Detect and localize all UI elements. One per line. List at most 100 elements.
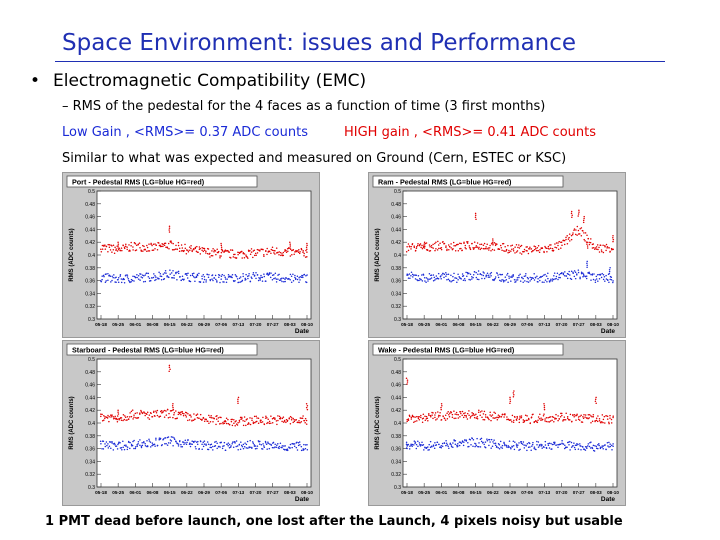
data-point — [519, 252, 521, 254]
data-point — [564, 419, 567, 421]
x-tick-label: 06-22 — [181, 322, 193, 327]
data-point — [563, 419, 566, 421]
data-point — [115, 249, 117, 252]
data-point — [592, 413, 595, 416]
data-point — [537, 249, 539, 252]
data-point — [429, 440, 432, 443]
data-point — [143, 411, 145, 414]
data-point — [133, 416, 135, 418]
data-point — [217, 420, 219, 423]
data-point — [420, 443, 422, 446]
data-point — [130, 280, 132, 283]
data-point — [114, 246, 116, 249]
data-point — [574, 233, 577, 236]
y-tick-label: 0.38 — [391, 434, 401, 440]
data-point — [608, 441, 610, 444]
data-point — [588, 445, 591, 448]
data-point — [521, 443, 524, 445]
data-point — [191, 249, 193, 251]
y-tick-label: 0.42 — [391, 408, 401, 414]
data-point — [144, 280, 147, 283]
data-point — [448, 249, 450, 251]
data-point — [486, 272, 489, 274]
data-point — [448, 416, 451, 418]
data-point — [498, 443, 501, 446]
data-point — [288, 417, 290, 420]
data-point — [225, 417, 228, 419]
y-tick-label: 0.42 — [85, 408, 95, 414]
data-point — [194, 276, 196, 279]
data-point — [302, 276, 304, 279]
outlier-point — [405, 441, 408, 443]
data-point — [416, 420, 418, 422]
data-point — [305, 423, 308, 425]
data-point — [128, 249, 131, 252]
data-point — [433, 447, 436, 450]
data-point — [120, 281, 123, 284]
data-point — [305, 275, 307, 277]
data-point — [418, 418, 421, 421]
data-point — [523, 444, 525, 446]
data-point — [205, 252, 207, 254]
data-point — [544, 440, 547, 443]
data-point — [536, 275, 538, 278]
data-point — [448, 279, 451, 282]
data-point — [529, 246, 531, 248]
data-point — [193, 441, 195, 444]
data-point — [436, 277, 439, 280]
data-point — [591, 273, 594, 275]
data-point — [255, 254, 257, 257]
y-tick-label: 0.4 — [394, 421, 401, 427]
x-tick-label: 06-22 — [487, 490, 499, 495]
outlier-point — [543, 406, 546, 409]
data-point — [446, 417, 449, 420]
data-point — [539, 413, 541, 416]
data-point — [607, 445, 609, 447]
data-point — [223, 422, 226, 425]
data-point — [553, 443, 555, 446]
outlier-point — [441, 404, 443, 407]
outlier-point — [509, 402, 511, 404]
x-tick-label: 05-25 — [112, 490, 124, 495]
chart-starboard: Starboard - Pedestal RMS (LG=blue HG=red… — [62, 340, 320, 506]
data-point — [119, 275, 121, 277]
data-point — [445, 442, 448, 445]
data-point — [136, 445, 138, 447]
data-point — [271, 279, 274, 281]
data-point — [158, 242, 160, 244]
data-point — [285, 418, 288, 421]
data-point — [551, 443, 554, 446]
data-point — [152, 276, 155, 279]
data-point — [407, 274, 409, 276]
data-point — [562, 273, 565, 276]
high-gain-label: HIGH gain , <RMS>= 0.41 ADC counts — [344, 125, 597, 140]
data-point — [197, 251, 199, 254]
data-point — [242, 252, 245, 255]
data-point — [449, 442, 452, 445]
data-point — [421, 280, 424, 282]
data-point — [283, 280, 285, 283]
data-point — [445, 246, 447, 249]
data-point — [479, 411, 482, 413]
data-point — [162, 410, 164, 412]
data-point — [245, 443, 248, 446]
data-point — [595, 275, 598, 278]
data-point — [555, 242, 558, 244]
data-point — [467, 441, 469, 444]
y-tick-label: 0.44 — [391, 395, 401, 401]
data-point — [487, 417, 489, 420]
data-point — [446, 248, 448, 251]
data-point — [169, 442, 172, 444]
data-point — [209, 446, 211, 449]
data-point — [598, 420, 601, 422]
data-point — [154, 243, 156, 245]
data-point — [275, 247, 278, 249]
data-point — [185, 252, 188, 255]
data-point — [499, 440, 502, 443]
data-point — [220, 275, 223, 277]
data-point — [586, 447, 588, 449]
data-point — [118, 418, 120, 421]
data-point — [531, 443, 534, 446]
data-point — [579, 227, 581, 230]
data-point — [296, 441, 298, 444]
